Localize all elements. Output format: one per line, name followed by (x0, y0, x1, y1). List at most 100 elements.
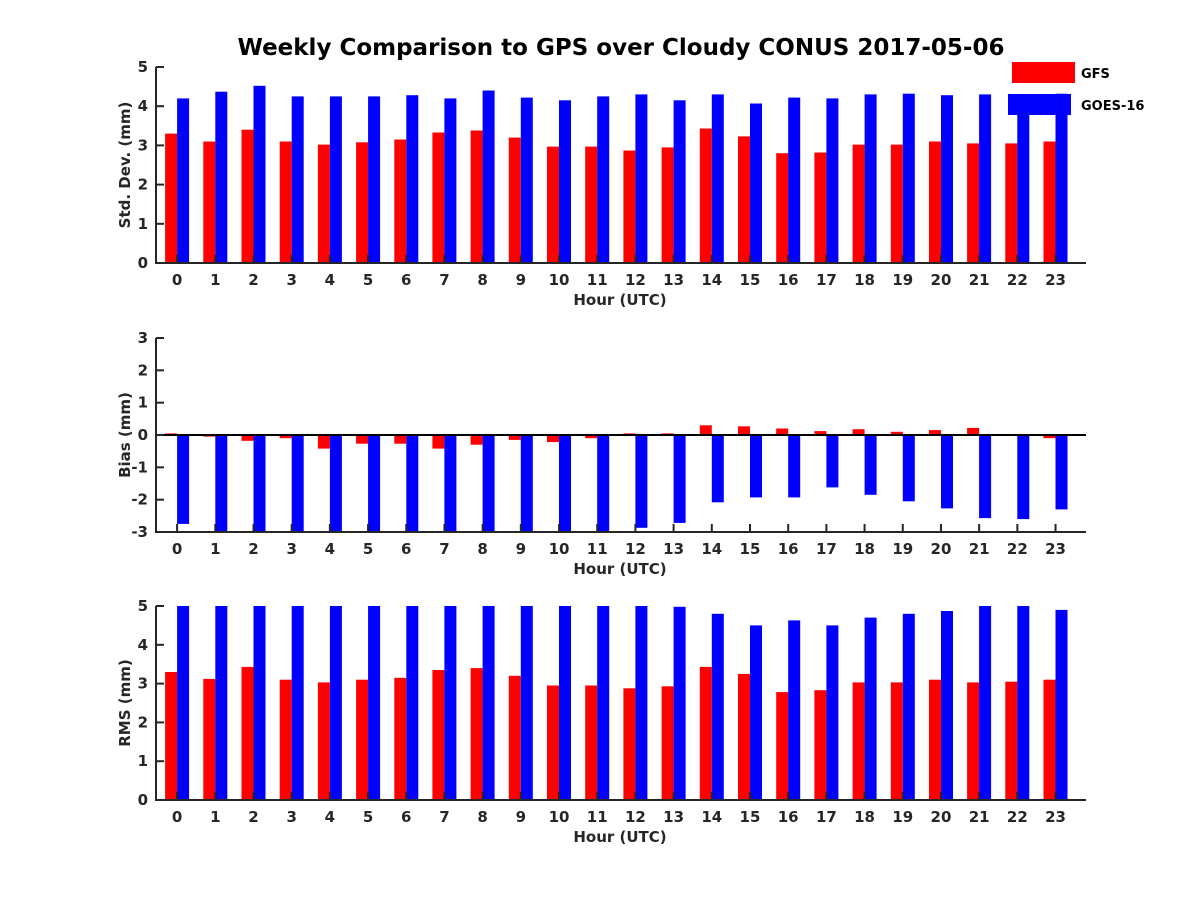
bar-gfs-hour-5 (356, 679, 369, 800)
x-tick-label: 3 (286, 271, 296, 289)
x-tick-label: 22 (1007, 808, 1028, 826)
bar-goes-16-hour-18 (864, 94, 877, 264)
bar-gfs-hour-11 (585, 685, 598, 800)
x-tick-label: 18 (854, 540, 875, 558)
x-tick-label: 9 (516, 540, 526, 558)
bar-goes-16-hour-1 (215, 606, 228, 800)
x-tick-label: 13 (663, 271, 684, 289)
bar-gfs-hour-19 (890, 682, 903, 800)
y-tick-label: 2 (138, 713, 148, 731)
x-tick-label: 3 (286, 540, 296, 558)
y-tick-label: 1 (138, 394, 148, 412)
bar-gfs-hour-1 (203, 141, 216, 263)
bar-gfs-hour-18 (852, 144, 865, 263)
x-tick-label: 23 (1045, 808, 1066, 826)
bar-gfs-hour-16 (776, 428, 789, 435)
x-tick-label: 22 (1007, 271, 1028, 289)
bar-goes-16-hour-16 (788, 620, 801, 800)
bar-goes-16-hour-15 (750, 435, 762, 498)
y-tick-label: 0 (138, 426, 148, 444)
x-tick-label: 17 (816, 808, 837, 826)
x-tick-label: 1 (210, 808, 220, 826)
y-tick-label: 4 (138, 636, 148, 654)
bar-gfs-hour-20 (929, 679, 941, 800)
y-tick-label: 3 (138, 675, 148, 693)
x-tick-label: 12 (625, 540, 646, 558)
bar-gfs-hour-8 (470, 130, 483, 263)
x-tick-label: 2 (248, 808, 258, 826)
x-tick-label: 7 (439, 540, 449, 558)
bar-gfs-hour-23 (1043, 435, 1056, 439)
bar-goes-16-hour-8 (482, 606, 495, 800)
x-tick-label: 6 (401, 808, 411, 826)
bar-goes-16-hour-9 (520, 435, 533, 532)
x-tick-label: 5 (363, 808, 373, 826)
bar-gfs-hour-9 (508, 675, 521, 800)
x-tick-label: 10 (549, 808, 570, 826)
bar-gfs-hour-2 (241, 435, 254, 441)
bar-gfs-hour-19 (890, 431, 903, 435)
y-tick-label: 0 (138, 791, 148, 809)
bar-gfs-hour-7 (432, 670, 445, 800)
legend-label-gfs: GFS (1081, 67, 1110, 82)
bar-gfs-hour-14 (699, 666, 712, 800)
x-tick-label: 23 (1045, 540, 1066, 558)
bar-goes-16-hour-20 (941, 611, 953, 800)
x-tick-label: 7 (439, 808, 449, 826)
bar-gfs-hour-12 (623, 150, 636, 263)
x-axis-label: Hour (UTC) (573, 560, 666, 578)
bar-gfs-hour-4 (317, 144, 330, 263)
x-tick-label: 18 (854, 271, 875, 289)
bar-goes-16-hour-19 (902, 435, 915, 502)
bar-gfs-hour-14 (699, 425, 712, 435)
bar-goes-16-hour-8 (482, 435, 495, 532)
x-tick-label: 2 (248, 271, 258, 289)
x-axis-label: Hour (UTC) (573, 291, 666, 309)
bar-goes-16-hour-11 (597, 435, 610, 532)
bar-goes-16-hour-4 (329, 606, 342, 800)
y-tick-label: -2 (131, 491, 148, 509)
x-tick-label: 13 (663, 808, 684, 826)
x-tick-label: 21 (969, 540, 990, 558)
x-tick-label: 11 (587, 540, 608, 558)
bar-goes-16-hour-2 (253, 85, 266, 263)
y-axis-label: RMS (mm) (116, 659, 134, 746)
bar-gfs-hour-10 (547, 435, 559, 443)
bar-goes-16-hour-22 (1017, 435, 1030, 520)
bar-gfs-hour-18 (852, 429, 865, 435)
bar-gfs-hour-5 (356, 435, 369, 444)
x-tick-label: 11 (587, 808, 608, 826)
legend-label-goes-16: GOES-16 (1081, 99, 1144, 114)
x-tick-label: 19 (892, 808, 913, 826)
x-tick-label: 13 (663, 540, 684, 558)
bar-goes-16-hour-10 (559, 100, 571, 263)
bar-goes-16-hour-4 (329, 96, 342, 264)
bar-gfs-hour-10 (547, 146, 559, 263)
chart-title: Weekly Comparison to GPS over Cloudy CON… (238, 35, 1005, 61)
bar-goes-16-hour-18 (864, 617, 877, 800)
bar-goes-16-hour-7 (444, 435, 457, 532)
x-axis-label: Hour (UTC) (573, 828, 666, 846)
x-tick-label: 8 (477, 271, 487, 289)
bar-goes-16-hour-1 (215, 435, 228, 532)
bar-goes-16-hour-5 (368, 606, 381, 800)
bar-goes-16-hour-9 (520, 606, 533, 800)
bar-goes-16-hour-15 (750, 625, 762, 800)
bar-gfs-hour-17 (814, 152, 827, 263)
bar-goes-16-hour-21 (979, 94, 992, 264)
bar-gfs-hour-16 (776, 692, 789, 800)
bar-goes-16-hour-20 (941, 435, 953, 509)
bar-gfs-hour-0 (165, 672, 178, 800)
y-tick-label: 0 (138, 254, 148, 272)
x-tick-label: 4 (325, 271, 335, 289)
x-tick-label: 15 (740, 271, 761, 289)
bar-gfs-hour-16 (776, 153, 789, 263)
bar-goes-16-hour-11 (597, 606, 610, 800)
bar-goes-16-hour-2 (253, 435, 266, 532)
x-tick-label: 1 (210, 271, 220, 289)
bar-goes-16-hour-23 (1055, 609, 1068, 800)
bar-gfs-hour-14 (699, 128, 712, 263)
